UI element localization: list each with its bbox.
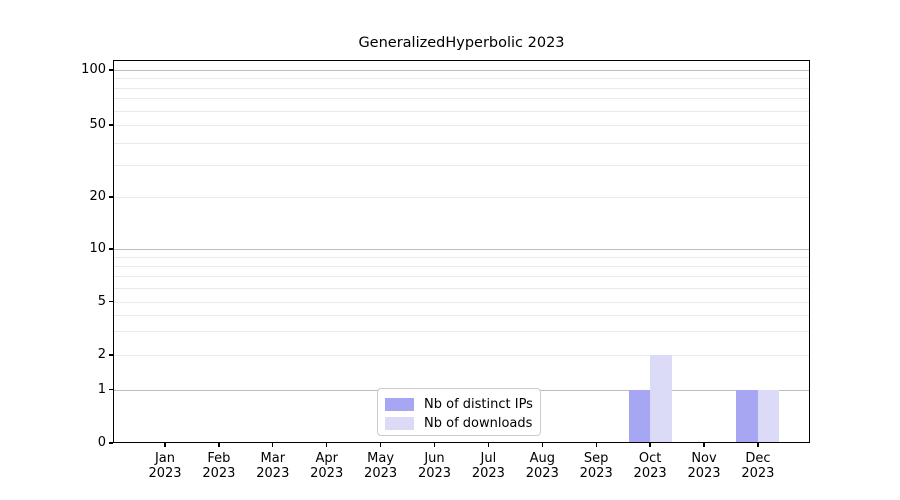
gridline-minor bbox=[113, 257, 810, 258]
x-tick-mark bbox=[649, 443, 651, 447]
gridline-minor bbox=[113, 287, 810, 289]
gridline-minor bbox=[113, 110, 810, 112]
gridline-minor bbox=[113, 98, 810, 100]
gridline-minor bbox=[113, 197, 810, 198]
chart-title: GeneralizedHyperbolic 2023 bbox=[358, 35, 565, 51]
x-tick-mark bbox=[487, 443, 490, 447]
x-tick-mark bbox=[703, 443, 705, 447]
gridline-major bbox=[113, 249, 810, 250]
gridline-minor bbox=[113, 301, 810, 303]
x-tick-label: Dec 2023 bbox=[741, 451, 775, 481]
gridline-minor bbox=[113, 314, 810, 316]
x-tick-label: Apr 2023 bbox=[310, 451, 344, 481]
gridline-minor bbox=[113, 265, 810, 267]
x-tick-label: Jul 2023 bbox=[471, 451, 505, 481]
y-tick-label: 2 bbox=[97, 347, 106, 362]
x-tick-label: Oct 2023 bbox=[633, 451, 667, 481]
gridline-minor bbox=[113, 125, 810, 126]
legend-label-downloads: Nb of downloads bbox=[424, 416, 533, 431]
x-tick-mark bbox=[595, 443, 597, 447]
legend-swatch-downloads bbox=[385, 417, 414, 430]
gridline-major bbox=[113, 70, 810, 71]
bar-distinct-ips-oct bbox=[628, 389, 651, 443]
y-tick-label: 50 bbox=[89, 117, 106, 132]
x-tick-mark bbox=[164, 443, 166, 447]
x-tick-label: Nov 2023 bbox=[687, 451, 721, 481]
bar-distinct-ips-dec bbox=[736, 389, 758, 443]
x-tick-label: Feb 2023 bbox=[202, 451, 236, 481]
bars-layer bbox=[113, 60, 810, 443]
x-tick-label: Aug 2023 bbox=[525, 451, 559, 481]
x-tick-mark bbox=[379, 443, 382, 447]
gridline-minor bbox=[113, 78, 810, 80]
y-tick-label: 10 bbox=[89, 241, 106, 256]
x-tick-mark bbox=[541, 443, 543, 447]
gridline-minor bbox=[113, 331, 810, 333]
x-tick-mark bbox=[433, 443, 436, 447]
x-tick-label: May 2023 bbox=[364, 451, 398, 481]
legend-item-downloads: Nb of downloads bbox=[385, 414, 540, 433]
legend-label-distinct-ips: Nb of distinct IPs bbox=[424, 397, 533, 412]
gridline-minor bbox=[113, 276, 810, 277]
gridline-minor bbox=[113, 355, 810, 356]
x-tick-label: Mar 2023 bbox=[256, 451, 290, 481]
legend-item-distinct-ips: Nb of distinct IPs bbox=[385, 395, 540, 414]
gridline-minor bbox=[113, 142, 810, 144]
x-tick-label: Sep 2023 bbox=[579, 451, 613, 481]
bar-downloads-oct bbox=[650, 355, 672, 443]
legend: Nb of distinct IPs Nb of downloads bbox=[377, 388, 541, 436]
plot-area bbox=[113, 60, 810, 443]
y-tick-label: 0 bbox=[97, 435, 106, 450]
x-tick-label: Jan 2023 bbox=[148, 451, 182, 481]
bar-downloads-dec bbox=[757, 389, 780, 443]
y-tick-label: 20 bbox=[89, 189, 106, 204]
y-tick-label: 1 bbox=[97, 381, 106, 397]
x-tick-mark bbox=[757, 443, 759, 447]
x-tick-mark bbox=[326, 443, 328, 447]
gridline-minor bbox=[113, 165, 810, 167]
x-tick-mark bbox=[272, 443, 274, 447]
y-tick-label: 5 bbox=[97, 293, 106, 309]
legend-swatch-distinct-ips bbox=[385, 398, 414, 411]
y-tick-label: 100 bbox=[81, 62, 106, 77]
x-tick-mark bbox=[218, 443, 220, 447]
gridline-minor bbox=[113, 87, 810, 89]
x-tick-label: Jun 2023 bbox=[417, 451, 452, 481]
